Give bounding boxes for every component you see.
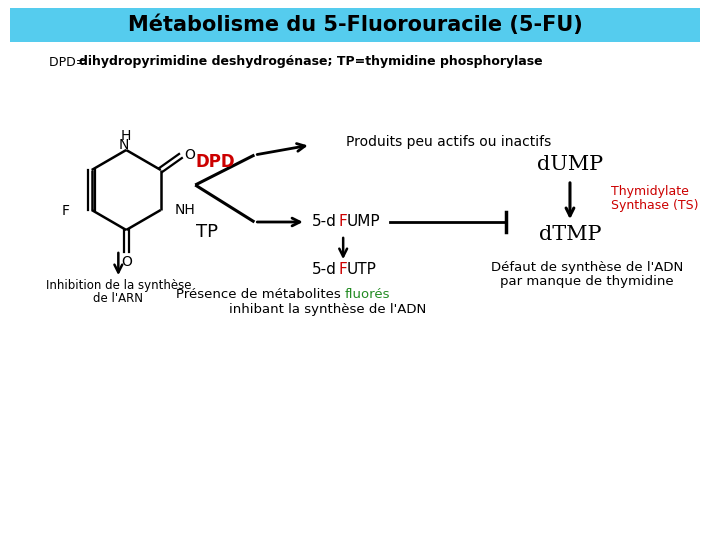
Text: Inhibition de la synthèse: Inhibition de la synthèse: [45, 279, 191, 292]
Text: Thymidylate: Thymidylate: [611, 186, 689, 199]
FancyBboxPatch shape: [10, 8, 700, 42]
Text: O: O: [184, 148, 195, 162]
Text: F: F: [338, 214, 347, 230]
Text: Produits peu actifs ou inactifs: Produits peu actifs ou inactifs: [346, 135, 552, 149]
Text: F: F: [338, 262, 347, 278]
Text: dUMP: dUMP: [537, 156, 603, 174]
Text: Métabolisme du 5-Fluorouracile (5-FU): Métabolisme du 5-Fluorouracile (5-FU): [127, 15, 582, 35]
Text: O: O: [121, 255, 132, 269]
Text: dihydropyrimidine deshydrogénase; TP=thymidine phosphorylase: dihydropyrimidine deshydrogénase; TP=thy…: [79, 56, 542, 69]
Text: 5-d: 5-d: [312, 262, 336, 278]
Text: Synthase (TS): Synthase (TS): [611, 199, 699, 213]
Text: F: F: [62, 204, 70, 218]
Text: par manque de thymidine: par manque de thymidine: [500, 274, 673, 287]
Text: Défaut de synthèse de l'ADN: Défaut de synthèse de l'ADN: [490, 260, 683, 273]
Text: DPD: DPD: [195, 153, 235, 171]
Text: dTMP: dTMP: [539, 225, 601, 244]
Text: de l'ARN: de l'ARN: [94, 292, 143, 305]
Text: fluorés: fluorés: [345, 288, 391, 301]
Text: inhibant la synthèse de l'ADN: inhibant la synthèse de l'ADN: [229, 302, 426, 315]
Text: N: N: [119, 138, 130, 152]
Text: Présence de métabolites: Présence de métabolites: [176, 288, 345, 301]
Text: TP: TP: [196, 223, 218, 241]
Text: NH: NH: [174, 203, 195, 217]
Text: H: H: [121, 129, 132, 143]
Text: DPD=: DPD=: [49, 56, 91, 69]
Text: UTP: UTP: [347, 262, 377, 278]
Text: UMP: UMP: [347, 214, 381, 230]
Text: 5-d: 5-d: [312, 214, 336, 230]
